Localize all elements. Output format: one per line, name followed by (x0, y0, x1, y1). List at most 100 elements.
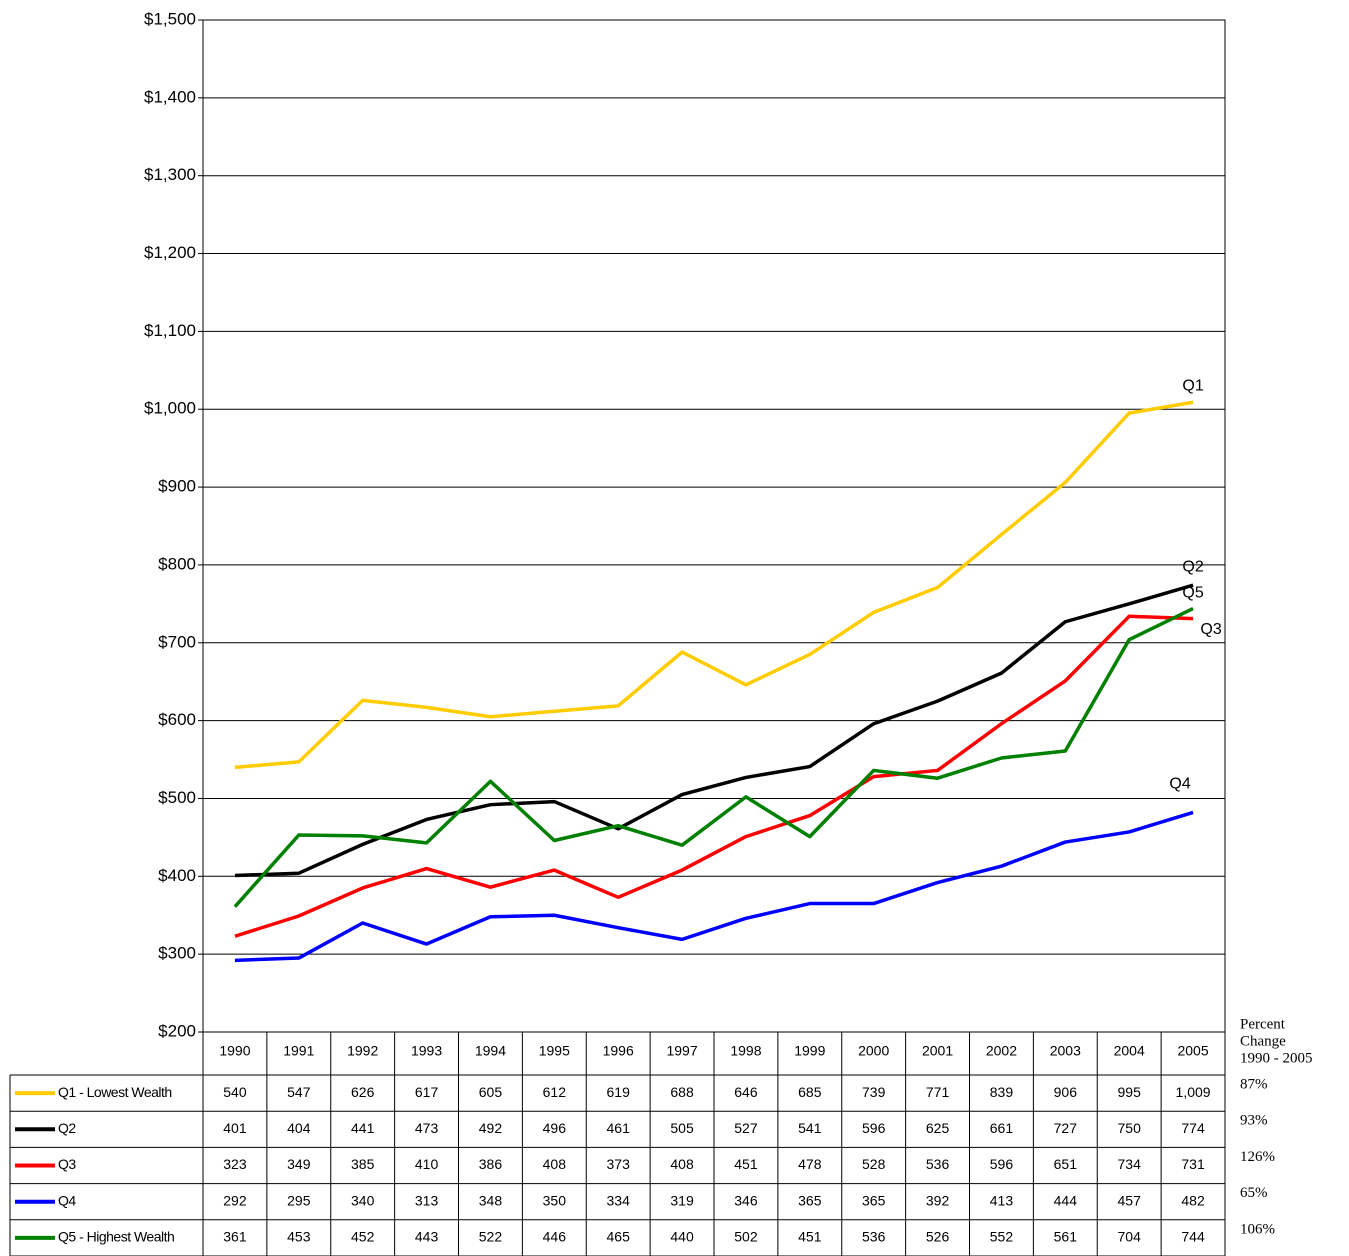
x-tick-label: 2004 (1114, 1043, 1145, 1059)
table-cell: 561 (1054, 1229, 1078, 1245)
series-line (234, 810, 1194, 963)
percent-change-header: 1990 - 2005 (1240, 1050, 1313, 1066)
table-cell: 505 (670, 1120, 694, 1136)
y-tick-label: $1,100 (144, 321, 196, 340)
table-cell: 413 (990, 1192, 1014, 1208)
x-tick-label: 2003 (1050, 1043, 1081, 1059)
table-cell: 502 (734, 1229, 758, 1245)
percent-change: 106% (1240, 1221, 1275, 1237)
table-cell: 619 (607, 1084, 631, 1100)
table-cell: 704 (1118, 1229, 1142, 1245)
y-tick-label: $1,000 (144, 399, 196, 418)
table-cell: 731 (1181, 1156, 1205, 1172)
table-cell: 451 (734, 1156, 758, 1172)
table-cell: 452 (351, 1229, 375, 1245)
y-tick-label: $1,400 (144, 87, 196, 106)
table-cell: 688 (670, 1084, 694, 1100)
table-cell: 596 (990, 1156, 1014, 1172)
y-tick-label: $700 (158, 632, 196, 651)
y-tick-label: $600 (158, 710, 196, 729)
table-cell: 478 (798, 1156, 822, 1172)
table-cell: 361 (223, 1229, 247, 1245)
table-cell: 496 (543, 1120, 567, 1136)
series-end-label: Q1 (1182, 377, 1203, 394)
table-cell: 1,009 (1176, 1084, 1211, 1100)
series-line (234, 400, 1194, 770)
table-cell: 492 (479, 1120, 503, 1136)
x-tick-label: 1997 (666, 1043, 697, 1059)
x-tick-label: 1992 (347, 1043, 378, 1059)
table-cell: 451 (798, 1229, 822, 1245)
table-cell: 536 (862, 1229, 886, 1245)
series-line (234, 614, 1194, 938)
table-cell: 392 (926, 1192, 950, 1208)
legend-label: Q3 (58, 1156, 76, 1172)
table-cell: 340 (351, 1192, 375, 1208)
table-cell: 739 (862, 1084, 886, 1100)
x-tick-label: 1996 (603, 1043, 634, 1059)
legend-label: Q4 (58, 1192, 76, 1208)
y-tick-label: $300 (158, 944, 196, 963)
table-cell: 346 (734, 1192, 758, 1208)
table-cell: 473 (415, 1120, 439, 1136)
table-cell: 410 (415, 1156, 439, 1172)
x-tick-label: 2001 (922, 1043, 953, 1059)
x-tick-label: 1991 (283, 1043, 314, 1059)
table-cell: 651 (1054, 1156, 1078, 1172)
table-cell: 440 (670, 1229, 694, 1245)
table-cell: 385 (351, 1156, 375, 1172)
table-cell: 350 (543, 1192, 567, 1208)
table-cell: 661 (990, 1120, 1014, 1136)
table-cell: 605 (479, 1084, 503, 1100)
table-cell: 443 (415, 1229, 439, 1245)
percent-change: 65% (1240, 1185, 1268, 1201)
table-cell: 334 (607, 1192, 631, 1208)
x-tick-label: 1990 (219, 1043, 250, 1059)
table-cell: 482 (1181, 1192, 1205, 1208)
table-cell: 313 (415, 1192, 439, 1208)
table-cell: 750 (1118, 1120, 1142, 1136)
table-cell: 522 (479, 1229, 503, 1245)
table-cell: 685 (798, 1084, 822, 1100)
x-tick-label: 1993 (411, 1043, 442, 1059)
table-cell: 540 (223, 1084, 247, 1100)
table-cell: 526 (926, 1229, 950, 1245)
y-tick-label: $1,300 (144, 165, 196, 184)
table-cell: 408 (543, 1156, 567, 1172)
table-cell: 404 (287, 1120, 311, 1136)
table-cell: 444 (1054, 1192, 1078, 1208)
percent-change: 126% (1240, 1149, 1275, 1165)
series-end-label: Q4 (1169, 776, 1190, 793)
series-end-label: Q5 (1182, 585, 1203, 602)
legend-label: Q2 (58, 1120, 76, 1136)
series-end-label: Q2 (1182, 558, 1203, 575)
table-cell: 365 (862, 1192, 886, 1208)
table-cell: 839 (990, 1084, 1014, 1100)
table-cell: 906 (1054, 1084, 1078, 1100)
series-line (234, 583, 1194, 878)
table-cell: 465 (607, 1229, 631, 1245)
table-cell: 446 (543, 1229, 567, 1245)
x-tick-label: 1994 (475, 1043, 506, 1059)
x-tick-label: 1998 (730, 1043, 761, 1059)
series-end-label: Q3 (1200, 621, 1221, 638)
table-cell: 453 (287, 1229, 311, 1245)
y-tick-label: $800 (158, 554, 196, 573)
table-cell: 727 (1054, 1120, 1078, 1136)
table-cell: 626 (351, 1084, 375, 1100)
table-cell: 774 (1181, 1120, 1205, 1136)
table-cell: 401 (223, 1120, 247, 1136)
x-tick-label: 2002 (986, 1043, 1017, 1059)
x-tick-label: 1999 (794, 1043, 825, 1059)
table-cell: 552 (990, 1229, 1014, 1245)
table-cell: 617 (415, 1084, 439, 1100)
table-cell: 373 (607, 1156, 631, 1172)
table-cell: 596 (862, 1120, 886, 1136)
y-tick-label: $200 (158, 1021, 196, 1040)
percent-change-header: Change (1240, 1033, 1286, 1049)
table-cell: 771 (926, 1084, 950, 1100)
table-cell: 408 (670, 1156, 694, 1172)
table-cell: 441 (351, 1120, 375, 1136)
table-cell: 734 (1118, 1156, 1142, 1172)
